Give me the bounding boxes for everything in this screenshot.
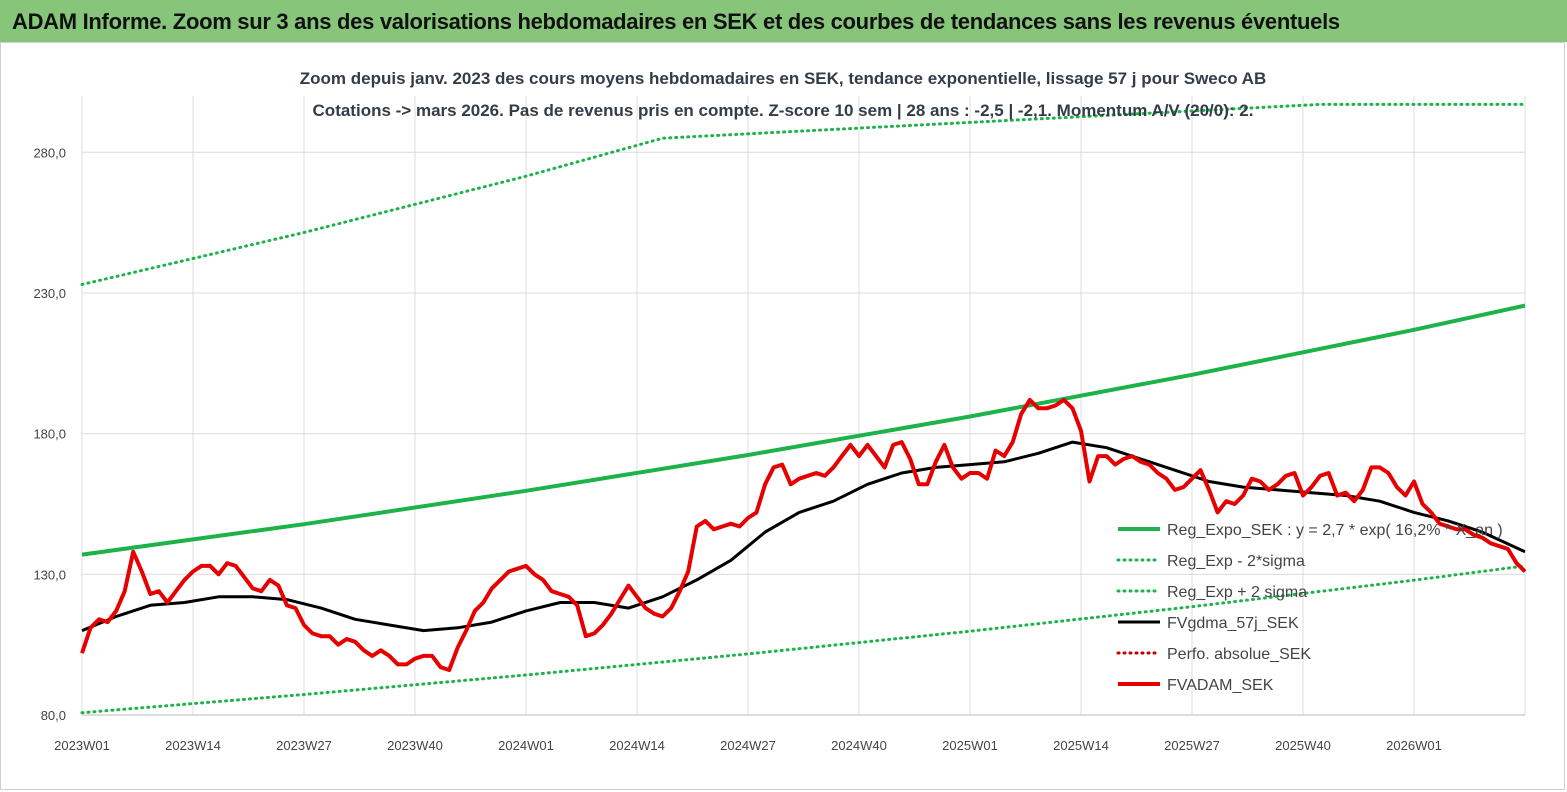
y-tick-label: 230,0 xyxy=(33,286,66,301)
series-line-5 xyxy=(80,397,1527,672)
x-tick-label: 2023W14 xyxy=(165,738,221,753)
x-tick-label: 2025W14 xyxy=(1053,738,1109,753)
y-tick-label: 80,0 xyxy=(41,708,66,723)
legend-label-0: Reg_Expo_SEK : y = 2,7 * exp( 16,2% * X_… xyxy=(1167,522,1503,539)
legend: Reg_Expo_SEK : y = 2,7 * exp( 16,2% * X_… xyxy=(1116,522,1503,694)
series-line-3 xyxy=(81,440,1526,633)
chart-area-border xyxy=(0,42,1565,790)
series-line-0 xyxy=(81,303,1526,557)
x-tick-label: 2024W14 xyxy=(609,738,665,753)
legend-label-5: FVADAM_SEK xyxy=(1167,677,1274,694)
x-tick-label: 2024W01 xyxy=(498,738,554,753)
series-layer xyxy=(80,102,1527,715)
x-tick-label: 2025W27 xyxy=(1164,738,1220,753)
x-tick-label: 2023W27 xyxy=(276,738,332,753)
legend-label-2: Reg_Exp + 2 sigma xyxy=(1167,584,1307,601)
legend-label-4: Perfo. absolue_SEK xyxy=(1167,646,1311,663)
axis-layer: 2023W01 2023W14 2023W27 2023W40 2024W01 2024W… xyxy=(33,145,1525,753)
series-line-1 xyxy=(80,564,1527,715)
x-tick-label: 2025W01 xyxy=(942,738,998,753)
header-bar: ADAM Informe. Zoom sur 3 ans des valoris… xyxy=(0,0,1567,42)
report-title: ADAM Informe. Zoom sur 3 ans des valoris… xyxy=(12,9,1340,34)
x-tick-label: 2025W40 xyxy=(1275,738,1331,753)
x-tick-label: 2023W40 xyxy=(387,738,443,753)
chart-subtitle: Cotations -> mars 2026. Pas de revenus p… xyxy=(313,101,1254,120)
series-line-2 xyxy=(80,102,1527,286)
y-tick-label: 280,0 xyxy=(33,145,66,160)
x-tick-label: 2024W40 xyxy=(831,738,887,753)
legend-label-1: Reg_Exp - 2*sigma xyxy=(1167,553,1305,570)
chart-title: Zoom depuis janv. 2023 des cours moyens … xyxy=(300,69,1266,88)
x-tick-label: 2024W27 xyxy=(720,738,776,753)
y-tick-label: 130,0 xyxy=(33,567,66,582)
x-tick-label: 2026W01 xyxy=(1386,738,1442,753)
legend-label-3: FVgdma_57j_SEK xyxy=(1167,615,1299,632)
x-tick-label: 2023W01 xyxy=(54,738,110,753)
y-tick-label: 180,0 xyxy=(33,427,66,442)
grid-layer xyxy=(81,96,1526,716)
